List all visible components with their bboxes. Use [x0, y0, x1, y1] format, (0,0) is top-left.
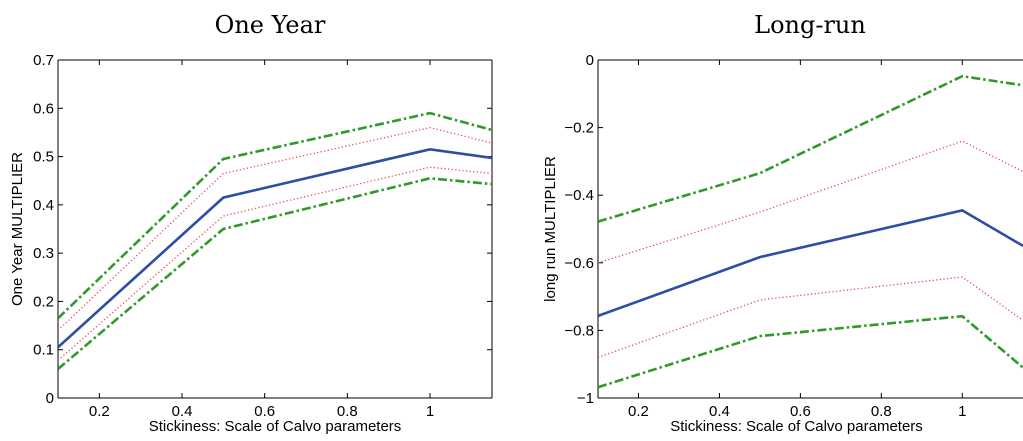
x-tick-label: 0.6	[254, 403, 275, 420]
x-tick-label: 0.4	[709, 403, 730, 420]
y-axis-label: One Year MULTIPLIER	[9, 152, 26, 306]
x-tick-label: 1	[958, 403, 966, 420]
x-tick-label: 1	[426, 403, 434, 420]
chart-title: Long-run	[754, 11, 866, 39]
series-line-estimate	[58, 147, 492, 349]
y-tick-label: 0.1	[33, 342, 54, 359]
x-tick-label: 0.2	[89, 403, 110, 420]
series-line-estimate	[598, 209, 1023, 318]
y-tick-label: −0.8	[564, 322, 594, 339]
series-line-outer-band	[58, 111, 492, 320]
y-tick-label: −0.4	[564, 187, 594, 204]
x-tick-label: 0.8	[871, 403, 892, 420]
y-tick-label: 0.5	[33, 149, 54, 166]
chart-panel-long-run: Long-run 0.2 0.4 0.6 0.8 1 −1 −0.8 −0.6 −0.4 −0.2 0…	[542, 11, 1023, 435]
x-tick-label: 0.4	[172, 403, 193, 420]
y-tick-label: 0.2	[33, 293, 54, 310]
y-tick-label: 0	[586, 52, 594, 69]
x-tick-label: 0.2	[628, 403, 649, 420]
y-tick-label: −0.6	[564, 255, 594, 272]
x-tick-label: 0.8	[337, 403, 358, 420]
y-tick-label: 0	[46, 390, 54, 407]
y-tick-label: 0.3	[33, 245, 54, 262]
series-line-inner-band	[598, 276, 1023, 359]
series-line-outer-band	[598, 314, 1023, 389]
series-line-outer-band	[58, 176, 492, 370]
y-tick-label: 0.4	[33, 197, 54, 214]
series-line-inner-band	[58, 166, 492, 361]
y-tick-label: −0.2	[564, 120, 594, 137]
series-group	[58, 111, 492, 370]
y-tick-label: 0.6	[33, 100, 54, 117]
x-axis-label: Stickiness: Scale of Calvo parameters	[670, 418, 923, 435]
y-tick-label: −1	[577, 390, 594, 407]
x-axis-label: Stickiness: Scale of Calvo parameters	[149, 418, 402, 435]
series-group	[598, 74, 1023, 389]
x-tick-label: 0.6	[790, 403, 811, 420]
series-line-inner-band	[598, 140, 1023, 264]
y-tick-label: 0.7	[33, 52, 54, 69]
series-line-outer-band	[598, 74, 1023, 223]
y-axis-label: long run MULTIPLIER	[542, 156, 559, 302]
chart-panel-one-year: One Year 0.2 0.4 0.6 0.8 1 0 0.1 0.2 0.3 0.4 0.5 0.6…	[9, 11, 493, 435]
chart-title: One Year	[215, 11, 326, 39]
series-line-inner-band	[58, 126, 492, 331]
